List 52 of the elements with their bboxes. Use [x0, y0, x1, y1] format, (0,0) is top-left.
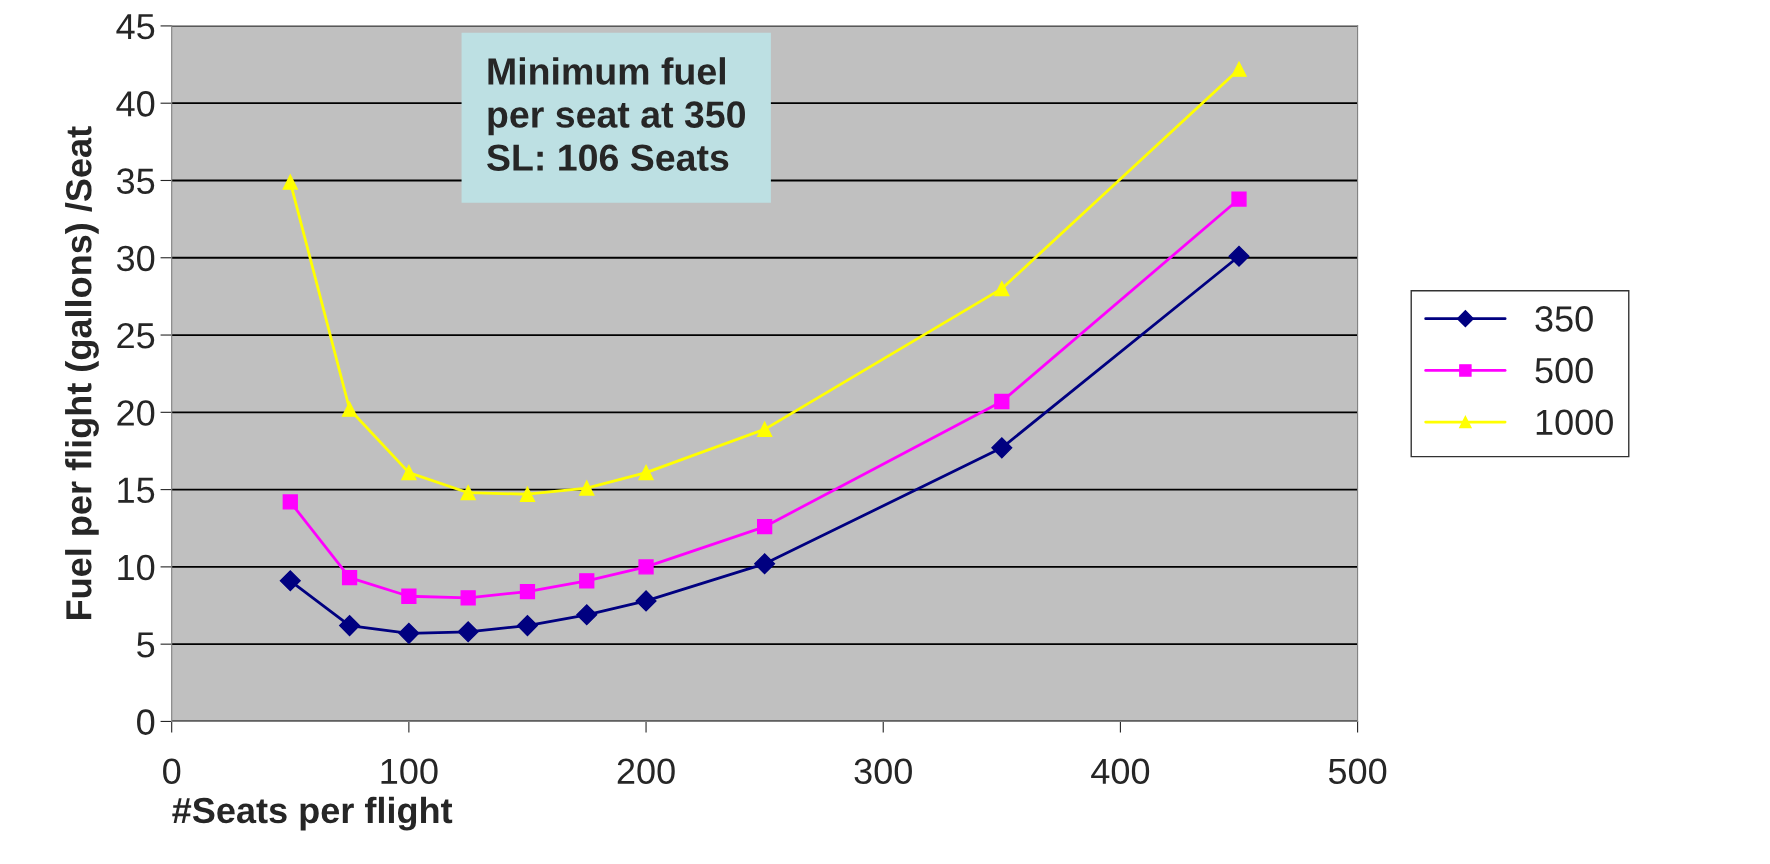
- y-tick-label: 45: [116, 14, 155, 40]
- y-tick-label: 5: [137, 632, 155, 658]
- point: [457, 621, 479, 643]
- point: [754, 553, 776, 575]
- point: [519, 486, 536, 502]
- x-tick-label: 300: [854, 758, 912, 785]
- point: [579, 480, 595, 496]
- annotation: Minimum fuel per seat at 350 SL: 106 Seats: [487, 57, 745, 171]
- y-axis-title: Fuel per flight (gallons) /Seat: [65, 126, 99, 620]
- point: [994, 393, 1010, 410]
- point: [341, 570, 358, 586]
- x-tick-label: 100: [381, 758, 438, 785]
- point: [1231, 61, 1247, 77]
- point: [460, 485, 476, 501]
- x-axis-title: #Seats per flight: [172, 796, 453, 831]
- point: [635, 590, 657, 612]
- point: [1228, 245, 1250, 267]
- point: [401, 588, 417, 604]
- x-tick-label: 400: [1091, 758, 1150, 785]
- y-tick-label: 40: [116, 91, 155, 117]
- point: [519, 583, 536, 600]
- y-tick-label: 0: [137, 709, 155, 735]
- point: [638, 464, 654, 481]
- point: [994, 281, 1010, 297]
- y-tick-label: 10: [118, 554, 155, 581]
- y-tick-label: 20: [117, 400, 155, 426]
- point: [341, 401, 358, 417]
- point: [638, 559, 654, 575]
- point: [339, 615, 361, 637]
- x-tick-label: 500: [1328, 758, 1387, 785]
- legend-label: 1000: [1536, 409, 1613, 436]
- x-tick-label: 0: [163, 758, 181, 785]
- point: [579, 573, 595, 589]
- point: [757, 421, 773, 437]
- y-tick-label: 30: [116, 245, 155, 272]
- x-tick-label: 200: [617, 758, 675, 785]
- point: [576, 604, 598, 626]
- point: [282, 174, 298, 190]
- y-tick-label: 15: [118, 477, 155, 504]
- legend-label: 350: [1535, 306, 1593, 332]
- legend-label: 500: [1535, 357, 1593, 384]
- y-tick-label: 25: [117, 322, 155, 349]
- point: [460, 590, 476, 606]
- point: [279, 570, 301, 592]
- point: [991, 437, 1013, 459]
- point: [516, 615, 538, 637]
- point: [757, 519, 773, 535]
- point: [282, 494, 298, 510]
- point: [398, 622, 420, 644]
- point: [1231, 191, 1247, 207]
- point: [401, 464, 417, 481]
- y-tick-label: 35: [116, 168, 155, 194]
